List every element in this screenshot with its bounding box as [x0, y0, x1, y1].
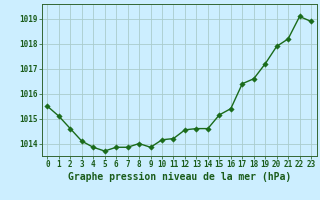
X-axis label: Graphe pression niveau de la mer (hPa): Graphe pression niveau de la mer (hPa): [68, 172, 291, 182]
